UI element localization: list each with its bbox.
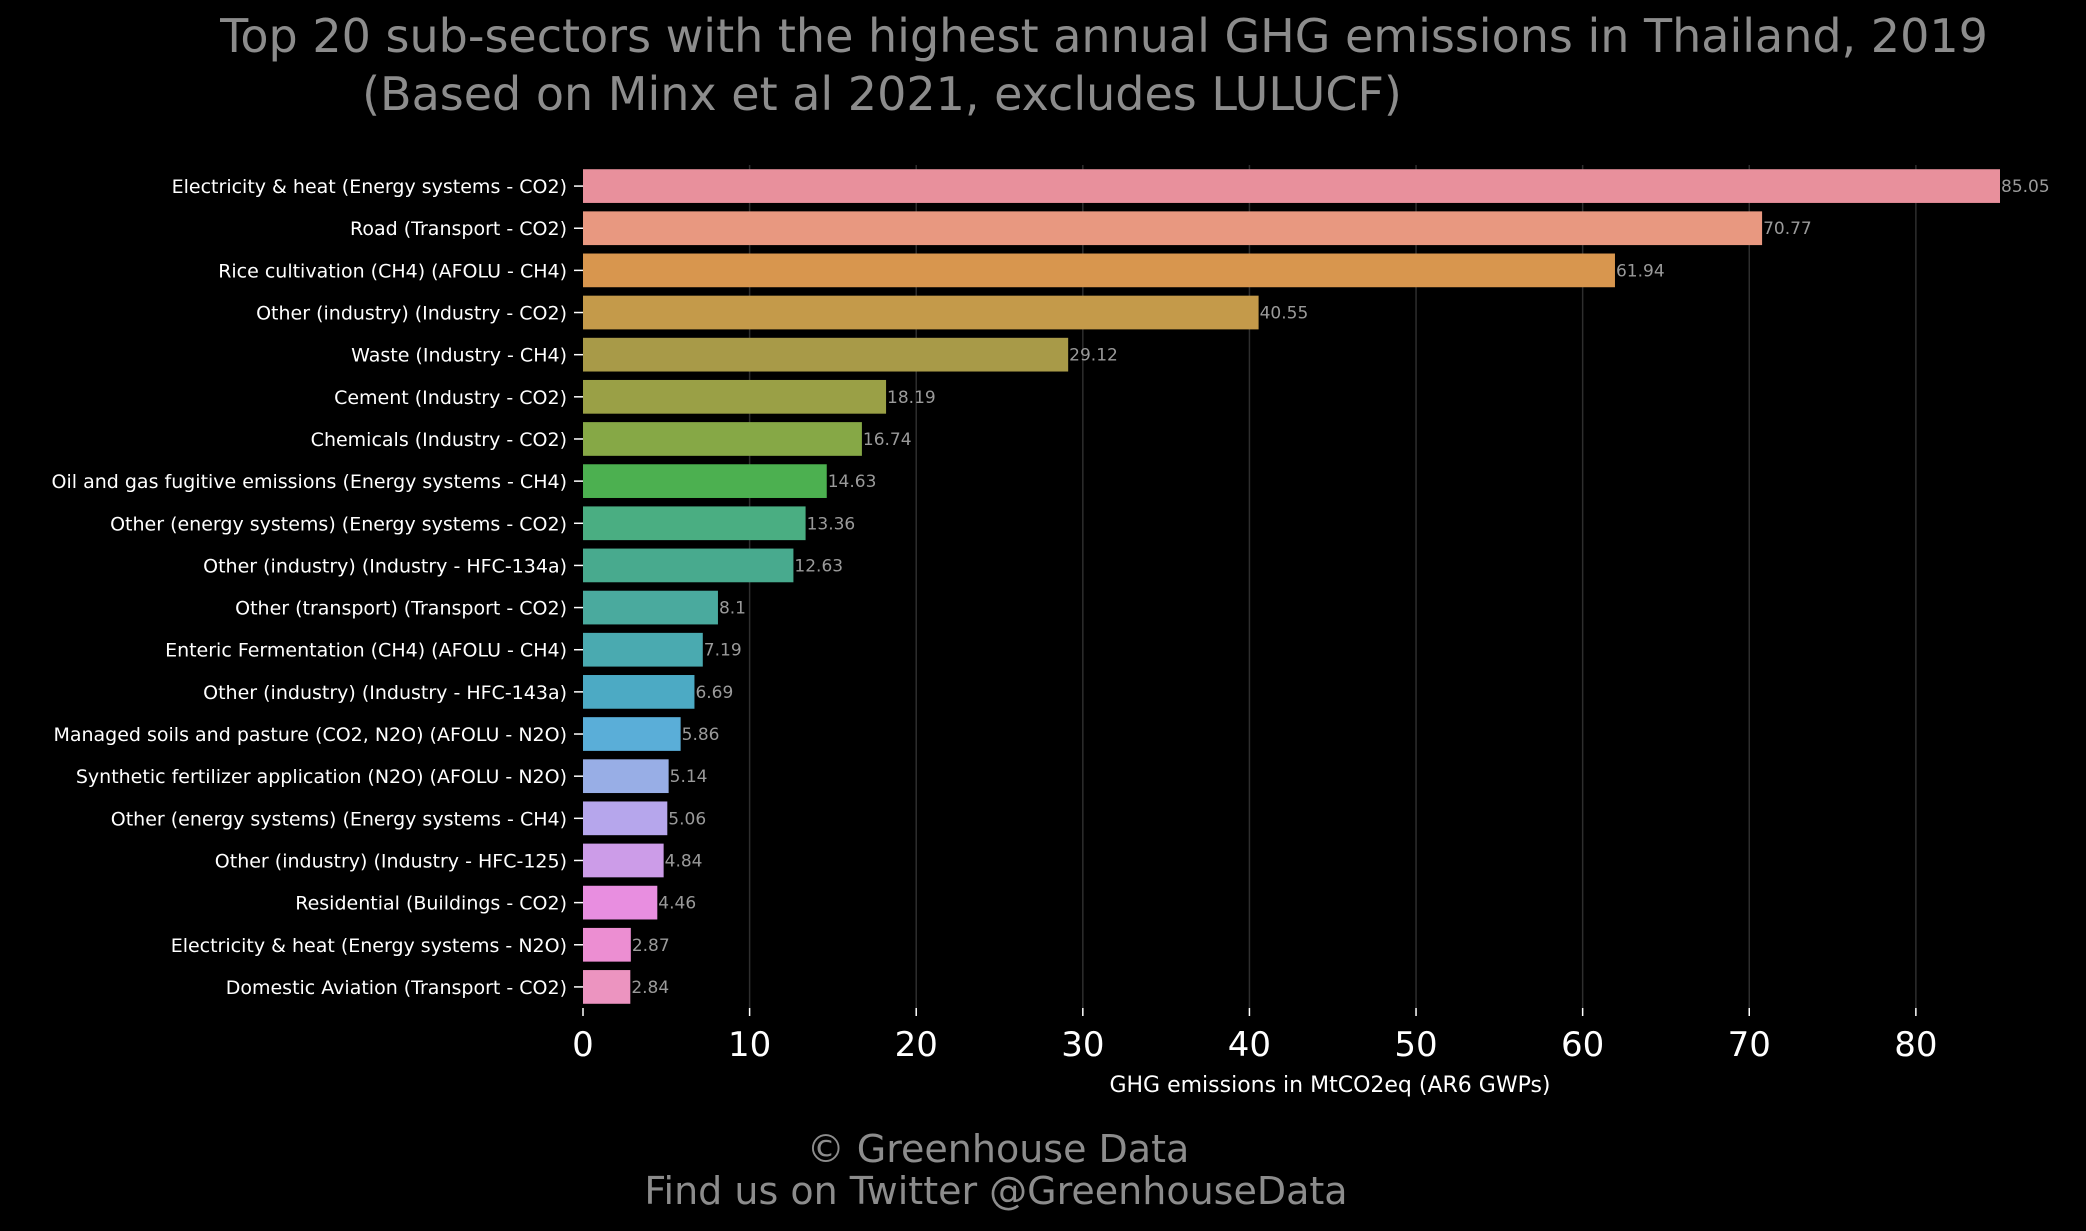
bar-17 — [583, 843, 664, 878]
value-label-16: 5.06 — [668, 809, 706, 829]
bar-12 — [583, 632, 703, 667]
bar-4 — [583, 295, 1259, 330]
bar-13 — [583, 675, 695, 709]
copyright-credit: © Greenhouse Data — [807, 1127, 1190, 1171]
twitter-handle: Find us on Twitter @GreenhouseData — [644, 1169, 1347, 1213]
category-label-4: Other (industry) (Industry - CO2) — [256, 303, 567, 325]
value-label-2: 70.77 — [1763, 219, 1812, 239]
x-tick-label-30: 30 — [1061, 1025, 1104, 1065]
category-label-18: Residential (Buildings - CO2) — [295, 893, 567, 915]
value-label-13: 6.69 — [695, 683, 733, 703]
category-label-8: Oil and gas fugitive emissions (Energy s… — [52, 471, 567, 493]
bar-20 — [583, 970, 631, 1004]
value-label-15: 5.14 — [670, 767, 708, 787]
category-label-15: Synthetic fertilizer application (N2O) (… — [76, 766, 567, 788]
category-label-1: Electricity & heat (Energy systems - CO2… — [172, 176, 567, 198]
value-label-6: 18.19 — [887, 388, 936, 408]
x-tick-label-50: 50 — [1394, 1025, 1437, 1065]
bar-3 — [583, 253, 1615, 288]
value-label-4: 40.55 — [1260, 304, 1309, 324]
value-label-5: 29.12 — [1069, 346, 1118, 366]
category-label-6: Cement (Industry - CO2) — [334, 387, 567, 409]
category-label-7: Chemicals (Industry - CO2) — [311, 429, 567, 451]
value-label-14: 5.86 — [682, 725, 720, 745]
bar-2 — [583, 211, 1763, 246]
category-label-20: Domestic Aviation (Transport - CO2) — [226, 977, 567, 999]
gridlines — [748, 165, 1917, 1008]
bar-8 — [583, 464, 827, 498]
bar-10 — [583, 548, 794, 583]
bar-6 — [583, 379, 887, 414]
bar-15 — [583, 759, 669, 794]
category-label-3: Rice cultivation (CH4) (AFOLU - CH4) — [218, 260, 567, 282]
chart-title: Top 20 sub-sectors with the highest annu… — [219, 9, 1988, 63]
category-label-11: Other (transport) (Transport - CO2) — [235, 598, 567, 620]
value-label-17: 4.84 — [665, 851, 703, 871]
bar-16 — [583, 801, 668, 836]
value-label-20: 2.84 — [631, 978, 669, 998]
value-label-8: 14.63 — [828, 472, 877, 492]
x-tick-label-40: 40 — [1228, 1025, 1271, 1065]
x-tick-label-60: 60 — [1561, 1025, 1604, 1065]
bar-19 — [583, 927, 631, 962]
x-tick-label-80: 80 — [1894, 1025, 1937, 1065]
bar-5 — [583, 337, 1069, 372]
chart-subtitle: (Based on Minx et al 2021, excludes LULU… — [362, 67, 1402, 121]
value-label-12: 7.19 — [704, 641, 742, 661]
category-label-19: Electricity & heat (Energy systems - N2O… — [171, 935, 567, 957]
x-axis-ticks: 0 10 20 30 40 50 60 70 80 — [572, 1008, 1937, 1065]
category-label-10: Other (industry) (Industry - HFC-134a) — [203, 555, 567, 577]
value-label-9: 13.36 — [807, 514, 856, 534]
bar-14 — [583, 717, 681, 751]
category-label-12: Enteric Fermentation (CH4) (AFOLU - CH4) — [165, 640, 567, 662]
category-label-13: Other (industry) (Industry - HFC-143a) — [203, 682, 567, 704]
value-labels: 85.05 70.77 61.94 40.55 29.12 18.19 16.74 14.63… — [631, 177, 2049, 998]
category-labels: Electricity & heat (Energy systems - CO2… — [52, 176, 583, 999]
x-tick-label-20: 20 — [895, 1025, 938, 1065]
category-label-5: Waste (Industry - CH4) — [351, 345, 567, 367]
value-label-10: 12.63 — [794, 556, 843, 576]
bar-7 — [583, 422, 862, 456]
value-label-19: 2.87 — [632, 936, 670, 956]
bar-1 — [583, 169, 2000, 203]
bars — [583, 169, 2000, 1004]
value-label-18: 4.46 — [658, 894, 696, 914]
category-label-2: Road (Transport - CO2) — [350, 218, 567, 240]
bar-11 — [583, 590, 718, 625]
x-axis-title: GHG emissions in MtCO2eq (AR6 GWPs) — [1109, 1073, 1550, 1098]
x-tick-label-10: 10 — [728, 1025, 771, 1065]
x-tick-label-70: 70 — [1728, 1025, 1771, 1065]
category-label-9: Other (energy systems) (Energy systems -… — [110, 513, 567, 535]
category-label-17: Other (industry) (Industry - HFC-125) — [215, 850, 567, 872]
value-label-11: 8.1 — [719, 599, 746, 619]
x-tick-label-0: 0 — [572, 1025, 594, 1065]
category-label-16: Other (energy systems) (Energy systems -… — [111, 808, 567, 830]
bar-9 — [583, 506, 806, 541]
value-label-3: 61.94 — [1616, 261, 1665, 281]
category-label-14: Managed soils and pasture (CO2, N2O) (AF… — [53, 724, 567, 746]
value-label-1: 85.05 — [2001, 177, 2050, 197]
value-label-7: 16.74 — [863, 430, 912, 450]
bar-18 — [583, 885, 658, 920]
